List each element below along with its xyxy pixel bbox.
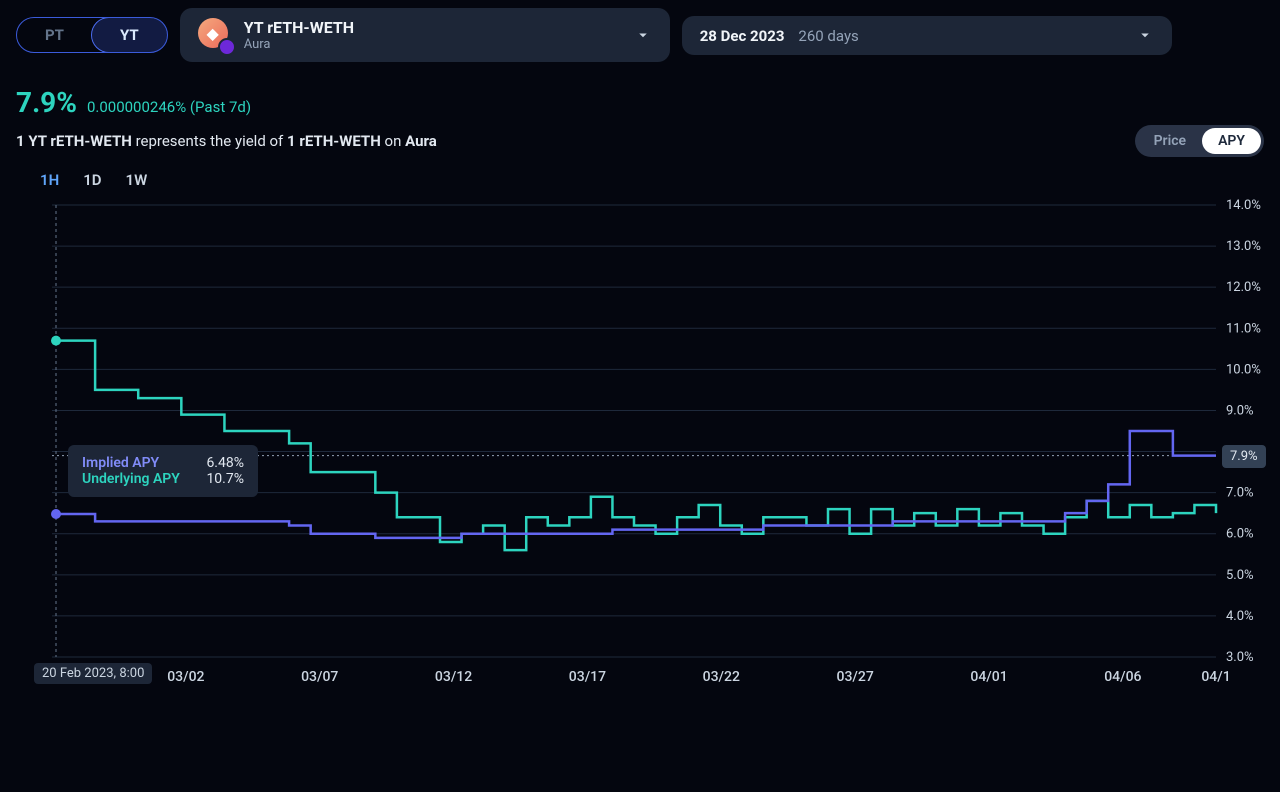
pt-tab[interactable]: PT [17, 18, 92, 52]
svg-text:10.0%: 10.0% [1226, 362, 1261, 377]
chevron-down-icon [1136, 26, 1154, 44]
asset-name: YT rETH-WETH [244, 18, 354, 37]
svg-text:11.0%: 11.0% [1226, 321, 1261, 336]
chart-tooltip: Implied APY 6.48% Underlying APY 10.7% [68, 445, 258, 497]
date-sub: 260 days [798, 27, 858, 45]
svg-text:04/1: 04/1 [1201, 669, 1230, 685]
svg-text:03/02: 03/02 [167, 669, 204, 685]
svg-text:6.0%: 6.0% [1226, 527, 1254, 542]
svg-text:03/27: 03/27 [837, 669, 874, 685]
svg-text:14.0%: 14.0% [1226, 198, 1261, 213]
pt-yt-toggle: PT YT [16, 17, 168, 53]
svg-text:9.0%: 9.0% [1226, 403, 1254, 418]
toggle-price[interactable]: Price [1138, 128, 1203, 154]
timeframe-1w[interactable]: 1W [126, 171, 148, 189]
svg-text:4.0%: 4.0% [1226, 609, 1254, 624]
ref-value-badge: 7.9% [1222, 445, 1266, 468]
timeframe-1h[interactable]: 1H [40, 171, 59, 189]
stat-change: 0.000000246% (Past 7d) [87, 98, 251, 116]
chart[interactable]: 3.0%4.0%5.0%6.0%7.0%8.0%9.0%10.0%11.0%12… [16, 195, 1264, 695]
svg-text:04/01: 04/01 [970, 669, 1007, 685]
svg-text:03/22: 03/22 [703, 669, 740, 685]
svg-text:12.0%: 12.0% [1226, 280, 1261, 295]
toggle-apy[interactable]: APY [1202, 128, 1261, 154]
description: 1 YT rETH-WETH represents the yield of 1… [16, 132, 437, 150]
svg-text:7.0%: 7.0% [1226, 486, 1254, 501]
svg-text:13.0%: 13.0% [1226, 239, 1261, 254]
date-dropdown[interactable]: 28 Dec 2023 260 days [682, 16, 1172, 55]
date-label: 28 Dec 2023 [700, 27, 785, 45]
svg-text:03/07: 03/07 [301, 669, 338, 685]
svg-text:03/17: 03/17 [569, 669, 606, 685]
cursor-time-label: 20 Feb 2023, 8:00 [34, 663, 152, 684]
svg-text:03/12: 03/12 [435, 669, 472, 685]
svg-text:04/06: 04/06 [1104, 669, 1141, 685]
asset-dropdown[interactable]: ◆ YT rETH-WETH Aura [180, 8, 670, 62]
yt-tab[interactable]: YT [92, 18, 167, 52]
svg-text:5.0%: 5.0% [1226, 568, 1254, 583]
chevron-down-icon [634, 26, 652, 44]
svg-text:3.0%: 3.0% [1226, 650, 1254, 665]
price-apy-toggle: Price APY [1135, 125, 1264, 157]
asset-platform: Aura [244, 37, 354, 52]
timeframe-1d[interactable]: 1D [83, 171, 101, 189]
asset-icon: ◆ [198, 18, 232, 52]
stat-value: 7.9% [16, 86, 77, 119]
